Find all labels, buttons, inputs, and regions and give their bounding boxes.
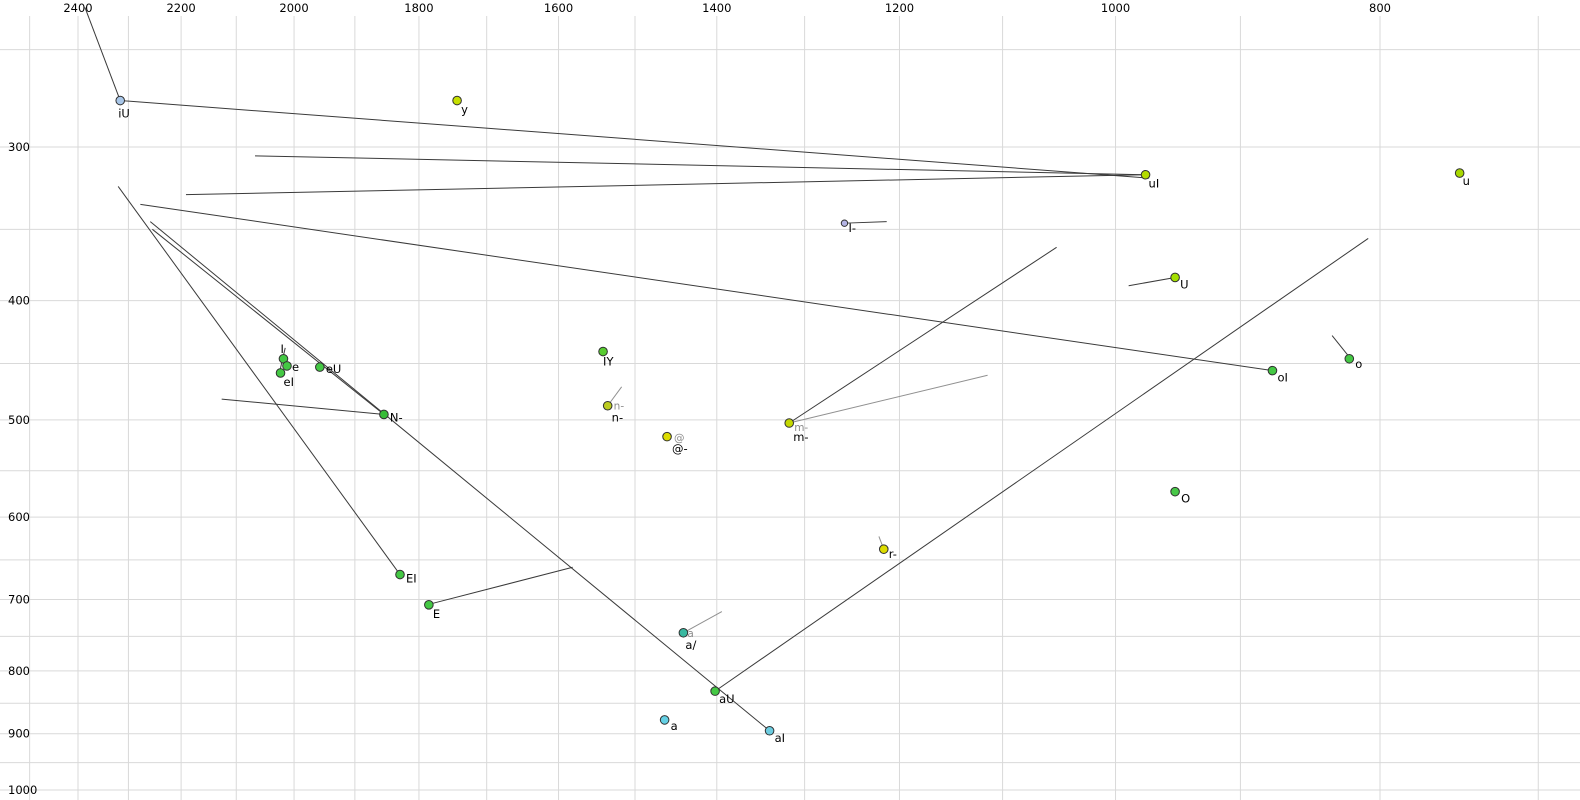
point-label: a/ [685, 638, 696, 652]
point-label: O [1181, 492, 1190, 506]
data-point[interactable] [840, 219, 849, 227]
point-label: e [292, 360, 299, 374]
trajectory-line [788, 246, 1057, 424]
x-axis-tick-label: 1800 [404, 1, 433, 15]
trajectory-line [789, 374, 988, 424]
y-axis-tick-label: 900 [8, 727, 30, 741]
trajectory-line [84, 7, 121, 101]
x-axis-tick-label: 800 [1369, 1, 1391, 15]
data-point[interactable] [1170, 272, 1180, 283]
point-label: eU [326, 362, 342, 376]
trajectory-line [1128, 276, 1176, 287]
point-label: y [461, 103, 468, 117]
point-label: IY [603, 355, 614, 369]
data-point[interactable] [1454, 168, 1465, 178]
x-axis-tick-label: 1200 [885, 1, 914, 15]
data-point[interactable] [115, 95, 126, 106]
data-point[interactable] [662, 431, 672, 442]
x-axis-tick-label: 2000 [279, 1, 308, 15]
data-point[interactable] [710, 686, 720, 696]
y-axis-tick-label: 300 [8, 140, 30, 154]
point-label: aU [719, 692, 734, 706]
y-axis-tick-label: 700 [8, 593, 30, 607]
trajectory-line [844, 221, 887, 224]
data-point[interactable] [659, 715, 670, 725]
point-label: oI [1277, 371, 1287, 385]
data-point[interactable] [598, 346, 608, 357]
point-label: a [671, 719, 678, 733]
y-axis-tick-label: 1000 [8, 783, 37, 797]
data-point[interactable] [878, 544, 889, 554]
trajectory-line [714, 237, 1369, 692]
trajectory-line [221, 398, 384, 415]
point-label: uI [1149, 177, 1160, 191]
data-point[interactable] [1344, 353, 1355, 364]
point-secondary-label: @ [674, 433, 685, 445]
trajectory-line [152, 228, 385, 415]
data-point[interactable] [764, 725, 775, 736]
point-label: U [1180, 277, 1188, 291]
point-secondary-label: m- [794, 422, 808, 434]
trajectory-line [432, 566, 573, 604]
y-axis-tick-label: 500 [8, 413, 30, 427]
point-label: E [433, 607, 440, 621]
trajectory-line [117, 186, 401, 575]
data-point[interactable] [784, 418, 795, 428]
point-label: I [280, 342, 283, 356]
point-label: n- [612, 411, 623, 425]
y-axis-tick-label: 800 [8, 664, 30, 678]
point-label: u [1463, 174, 1470, 188]
point-secondary-label: a [687, 628, 693, 640]
trajectory-line [140, 203, 1273, 372]
point-label: o [1355, 357, 1362, 371]
point-label: I- [848, 221, 856, 235]
data-point[interactable] [452, 95, 462, 106]
point-label: EI [406, 572, 417, 586]
point-label: m- [793, 430, 808, 444]
data-point[interactable] [1267, 365, 1278, 376]
data-point[interactable] [678, 627, 689, 638]
data-point[interactable] [379, 409, 389, 420]
point-secondary-label: n- [614, 401, 625, 413]
data-point[interactable] [315, 362, 325, 372]
point-label: aI [775, 731, 785, 745]
trajectory-line [120, 100, 1150, 179]
trajectory-line [149, 221, 770, 732]
y-axis-tick-label: 400 [8, 294, 30, 308]
data-point[interactable] [424, 600, 434, 610]
x-axis-tick-label: 1000 [1101, 1, 1130, 15]
trajectory-line [255, 155, 1146, 176]
data-point[interactable] [395, 569, 405, 580]
data-point[interactable] [282, 361, 292, 371]
x-axis-tick-label: 1600 [544, 1, 573, 15]
trajectory-line [683, 611, 723, 634]
point-label: iU [118, 107, 130, 121]
x-axis-tick-label: 1400 [702, 1, 731, 15]
point-label: r- [889, 547, 897, 561]
x-axis-tick-label: 2200 [166, 1, 195, 15]
point-label: N- [390, 410, 403, 424]
y-axis-tick-label: 600 [8, 510, 30, 524]
data-point[interactable] [1140, 169, 1151, 180]
data-point[interactable] [1170, 486, 1180, 497]
point-label: eI [284, 375, 294, 389]
data-point[interactable] [275, 368, 286, 378]
point-label: @- [672, 442, 688, 456]
data-point[interactable] [602, 400, 613, 411]
trajectory-line [185, 174, 1146, 196]
x-axis-tick-label: 2400 [63, 1, 92, 15]
